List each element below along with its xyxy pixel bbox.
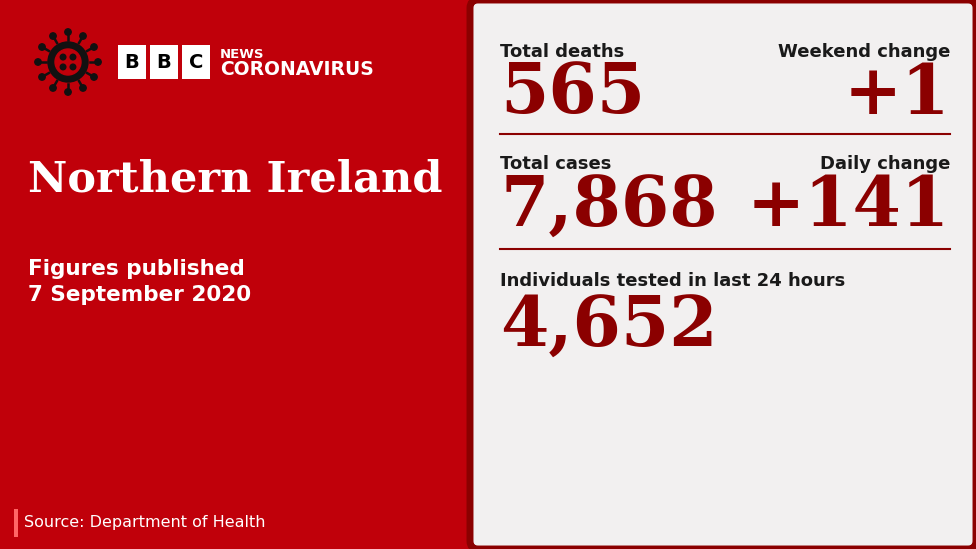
FancyBboxPatch shape — [14, 509, 18, 537]
Circle shape — [50, 33, 57, 39]
Text: C: C — [188, 53, 203, 71]
Text: Total cases: Total cases — [500, 155, 611, 173]
Circle shape — [39, 74, 45, 80]
Circle shape — [35, 59, 41, 65]
Text: Total deaths: Total deaths — [500, 43, 625, 61]
Text: 7,868: 7,868 — [500, 173, 717, 240]
FancyBboxPatch shape — [182, 45, 210, 79]
Text: +1: +1 — [843, 60, 950, 127]
Circle shape — [80, 85, 86, 91]
Circle shape — [70, 54, 76, 60]
Circle shape — [39, 44, 45, 50]
Text: NEWS: NEWS — [220, 48, 264, 61]
Circle shape — [95, 59, 102, 65]
Text: Figures published: Figures published — [28, 259, 245, 279]
Text: Northern Ireland: Northern Ireland — [28, 158, 442, 200]
Text: B: B — [125, 53, 140, 71]
Circle shape — [70, 64, 76, 70]
Circle shape — [48, 42, 88, 82]
Text: 4,652: 4,652 — [500, 294, 717, 361]
Circle shape — [55, 49, 81, 75]
Text: CORONAVIRUS: CORONAVIRUS — [220, 60, 374, 79]
Text: Source: Department of Health: Source: Department of Health — [24, 516, 265, 530]
Circle shape — [61, 64, 65, 70]
Text: Individuals tested in last 24 hours: Individuals tested in last 24 hours — [500, 272, 845, 290]
Circle shape — [64, 89, 71, 95]
Circle shape — [91, 74, 98, 80]
FancyBboxPatch shape — [118, 45, 146, 79]
Text: Weekend change: Weekend change — [778, 43, 950, 61]
FancyBboxPatch shape — [150, 45, 178, 79]
Text: +141: +141 — [747, 173, 950, 240]
Text: Daily change: Daily change — [820, 155, 950, 173]
Circle shape — [61, 54, 65, 60]
Text: 565: 565 — [500, 60, 645, 127]
FancyBboxPatch shape — [470, 0, 976, 549]
Text: B: B — [156, 53, 172, 71]
Circle shape — [80, 33, 86, 39]
Text: 7 September 2020: 7 September 2020 — [28, 285, 251, 305]
Circle shape — [91, 44, 98, 50]
Circle shape — [64, 29, 71, 35]
Circle shape — [50, 85, 57, 91]
